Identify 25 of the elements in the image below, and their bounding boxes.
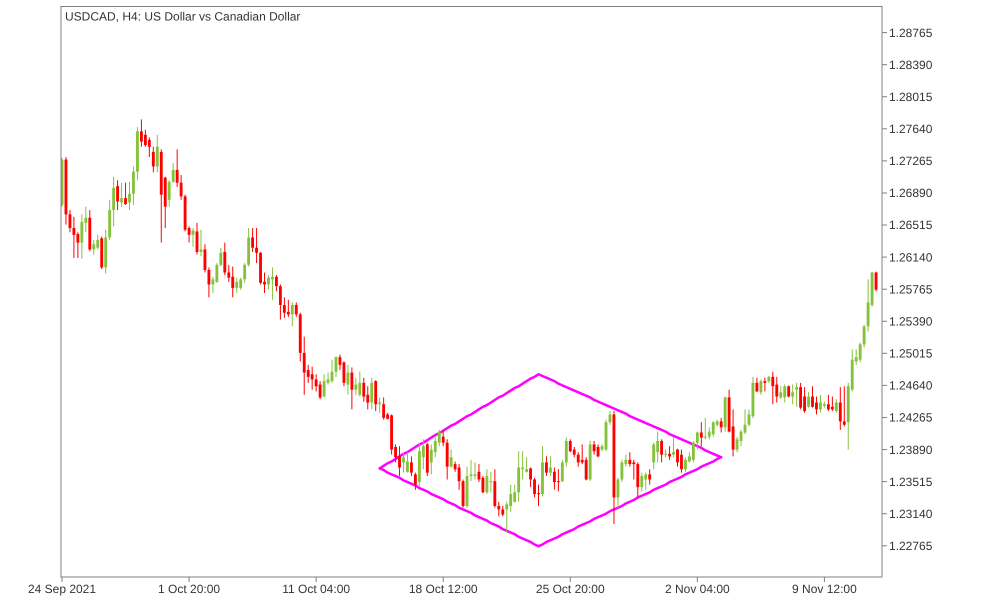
y-tick-label: 1.26140 — [889, 250, 933, 264]
x-tick-label: 18 Oct 12:00 — [408, 582, 478, 596]
y-tick-label: 1.28390 — [889, 58, 933, 72]
y-tick-label: 1.28015 — [889, 90, 933, 104]
x-tick-label: 2 Nov 04:00 — [664, 582, 730, 596]
y-tick-label: 1.25390 — [889, 314, 933, 328]
x-tick-label: 24 Sep 2021 — [28, 582, 96, 596]
y-tick-label: 1.26515 — [889, 218, 933, 232]
x-tick-label: 9 Nov 12:00 — [792, 582, 858, 596]
chart-title: USDCAD, H4: US Dollar vs Canadian Dollar — [65, 10, 300, 24]
y-tick-label: 1.24265 — [889, 410, 933, 425]
y-tick-label: 1.28765 — [889, 26, 933, 40]
y-tick-label: 1.25015 — [889, 346, 933, 361]
y-tick-label: 1.23515 — [889, 474, 933, 489]
x-tick-label: 25 Oct 20:00 — [536, 582, 605, 596]
y-tick-label: 1.22765 — [889, 538, 933, 553]
y-tick-label: 1.24640 — [889, 378, 933, 393]
y-tick-label: 1.27265 — [889, 154, 933, 168]
y-tick-label: 1.26890 — [889, 186, 933, 200]
y-tick-label: 1.23890 — [889, 442, 933, 457]
y-tick-label: 1.25765 — [889, 282, 933, 296]
x-tick-label: 1 Oct 20:00 — [158, 582, 220, 596]
y-tick-label: 1.27640 — [889, 122, 933, 136]
x-tick-label: 11 Oct 04:00 — [282, 582, 350, 596]
y-tick-label: 1.23140 — [889, 506, 933, 521]
